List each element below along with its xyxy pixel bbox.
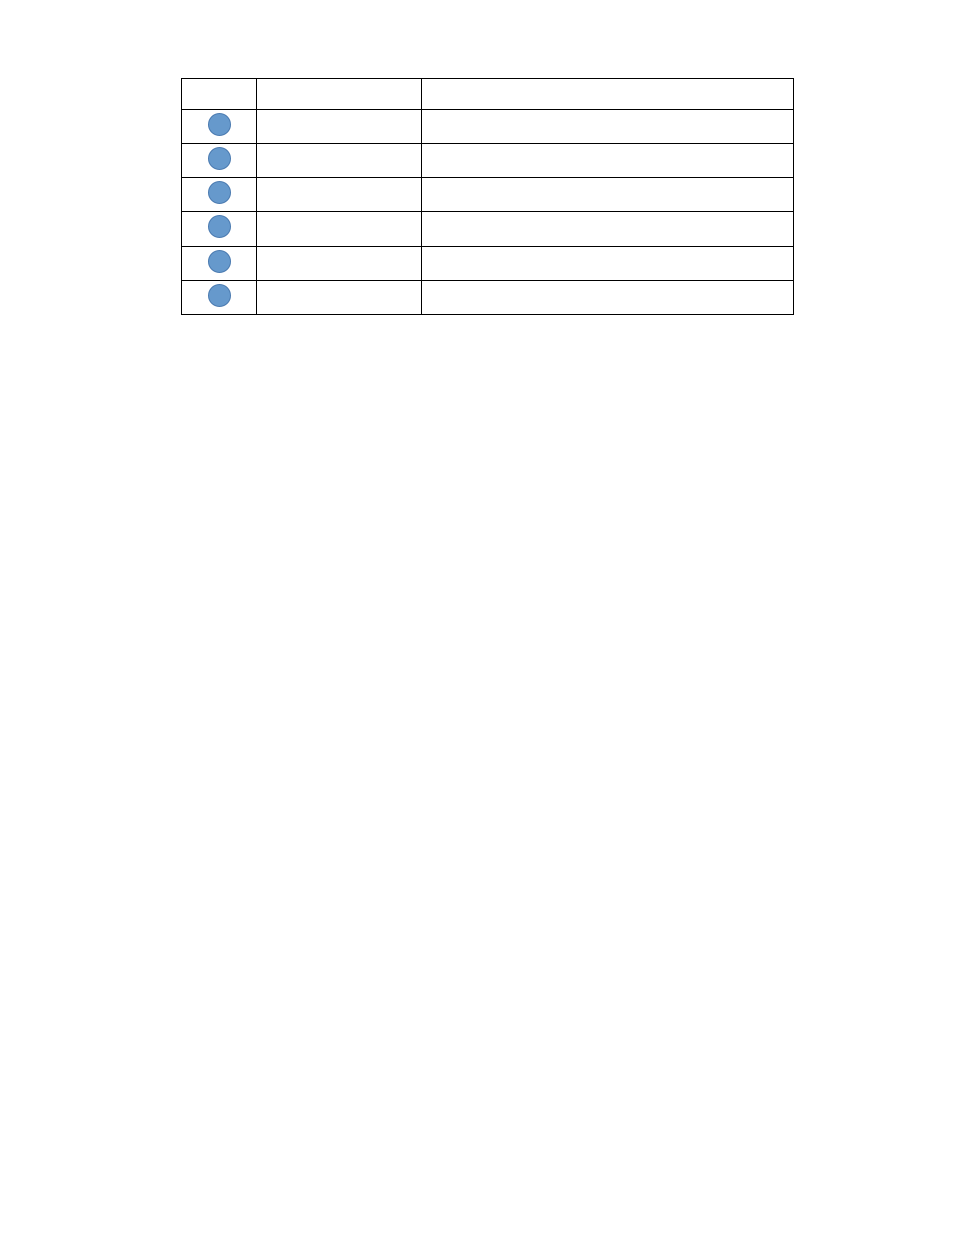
bullet-dot-icon xyxy=(208,250,231,273)
table-cell xyxy=(422,247,794,281)
table-cell xyxy=(257,110,422,144)
table-row xyxy=(182,144,794,178)
table-cell xyxy=(422,212,794,247)
table-cell xyxy=(422,178,794,212)
table-cell xyxy=(182,79,257,110)
table-cell xyxy=(422,144,794,178)
table-cell xyxy=(182,110,257,144)
table-row xyxy=(182,281,794,315)
table-row xyxy=(182,178,794,212)
table-cell xyxy=(257,247,422,281)
table-cell xyxy=(182,247,257,281)
table-cell xyxy=(422,281,794,315)
bullet-dot-icon xyxy=(208,113,231,136)
table-row xyxy=(182,110,794,144)
data-table xyxy=(181,78,794,315)
table-row xyxy=(182,79,794,110)
table-cell xyxy=(257,178,422,212)
table-cell xyxy=(422,110,794,144)
bullet-dot-icon xyxy=(208,147,231,170)
bullet-dot-icon xyxy=(208,215,231,238)
table-row xyxy=(182,247,794,281)
bullet-dot-icon xyxy=(208,181,231,204)
table-cell xyxy=(257,281,422,315)
table-body xyxy=(182,79,794,315)
table-cell xyxy=(182,281,257,315)
table-cell xyxy=(257,79,422,110)
table-row xyxy=(182,212,794,247)
table-cell xyxy=(182,144,257,178)
bullet-dot-icon xyxy=(208,284,231,307)
table-cell xyxy=(257,212,422,247)
table-cell xyxy=(422,79,794,110)
document-page xyxy=(0,0,954,1235)
table-cell xyxy=(257,144,422,178)
table-cell xyxy=(182,212,257,247)
table-cell xyxy=(182,178,257,212)
